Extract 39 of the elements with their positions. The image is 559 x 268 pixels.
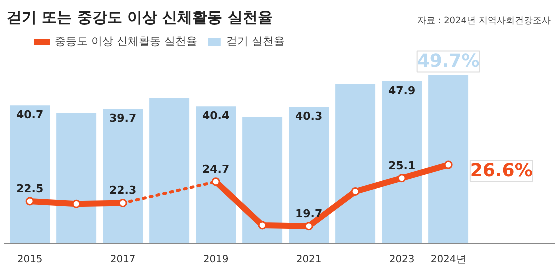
data-label: 19.7 xyxy=(295,207,323,220)
data-label: 22.5 xyxy=(16,182,44,196)
data-label: 40.4 xyxy=(202,110,230,123)
legend-label: 걷기 실천율 xyxy=(226,34,285,49)
bar xyxy=(150,98,190,244)
bar xyxy=(336,84,376,244)
legend-label: 중등도 이상 신체활동 실천율 xyxy=(55,34,198,49)
point xyxy=(26,197,34,206)
point xyxy=(212,178,220,186)
data-label: 25.1 xyxy=(388,159,416,172)
data-label: 24.7 xyxy=(202,162,230,176)
data-label: 22.3 xyxy=(110,184,137,198)
bar xyxy=(382,81,422,244)
x-tick-label: 2015 xyxy=(17,254,43,266)
bar xyxy=(242,118,283,244)
chart-title: 걷기 또는 중강도 이상 신체활동 실천율 xyxy=(6,8,273,26)
bar xyxy=(10,106,50,244)
point xyxy=(72,200,81,208)
x-tick-label: 2017 xyxy=(110,254,136,266)
point xyxy=(304,222,314,231)
text: 자료 : 2024년 지역사회건강조사 xyxy=(417,16,551,26)
x-tick-label: 2023 xyxy=(389,254,415,266)
point xyxy=(444,160,453,170)
point xyxy=(258,221,267,230)
x-tick-label: 2024년 xyxy=(430,254,466,266)
bar xyxy=(103,109,144,244)
bar xyxy=(289,107,330,244)
point xyxy=(351,187,360,196)
data-label: 39.7 xyxy=(110,112,137,126)
bar xyxy=(428,75,469,244)
data-label: 40.3 xyxy=(295,110,323,124)
point xyxy=(398,174,406,183)
x-tick-label: 2019 xyxy=(203,254,229,266)
bar xyxy=(196,106,236,244)
data-label: 40.7 xyxy=(16,108,44,122)
data-label: 49.7% xyxy=(417,51,480,72)
data-label: 26.6% xyxy=(470,160,533,182)
x-tick-label: 2021 xyxy=(296,254,322,266)
data-label: 47.9 xyxy=(388,84,416,98)
